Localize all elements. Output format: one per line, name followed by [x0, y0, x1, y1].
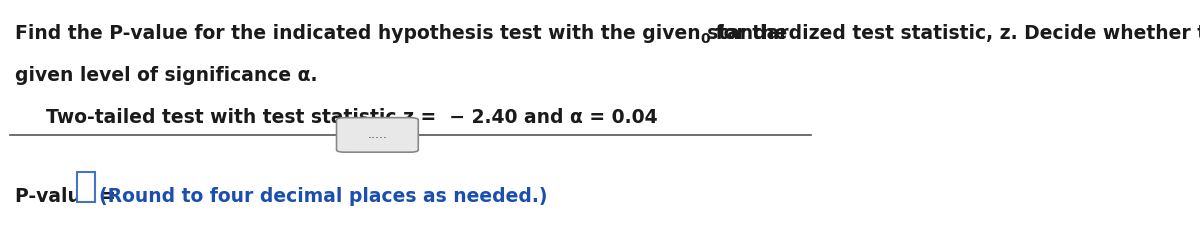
Text: Find the P-value for the indicated hypothesis test with the given standardized t: Find the P-value for the indicated hypot… [16, 24, 1200, 43]
Text: P-value =: P-value = [16, 187, 122, 206]
FancyBboxPatch shape [336, 118, 419, 152]
FancyBboxPatch shape [77, 172, 95, 202]
Text: given level of significance α.: given level of significance α. [16, 66, 318, 85]
Text: 0: 0 [701, 32, 710, 46]
Text: Two-tailed test with test statistic z =  − 2.40 and α = 0.04: Two-tailed test with test statistic z = … [47, 108, 658, 127]
Text: for the: for the [709, 24, 787, 43]
Text: (Round to four decimal places as needed.): (Round to four decimal places as needed.… [100, 187, 548, 206]
Text: .....: ..... [367, 128, 388, 141]
